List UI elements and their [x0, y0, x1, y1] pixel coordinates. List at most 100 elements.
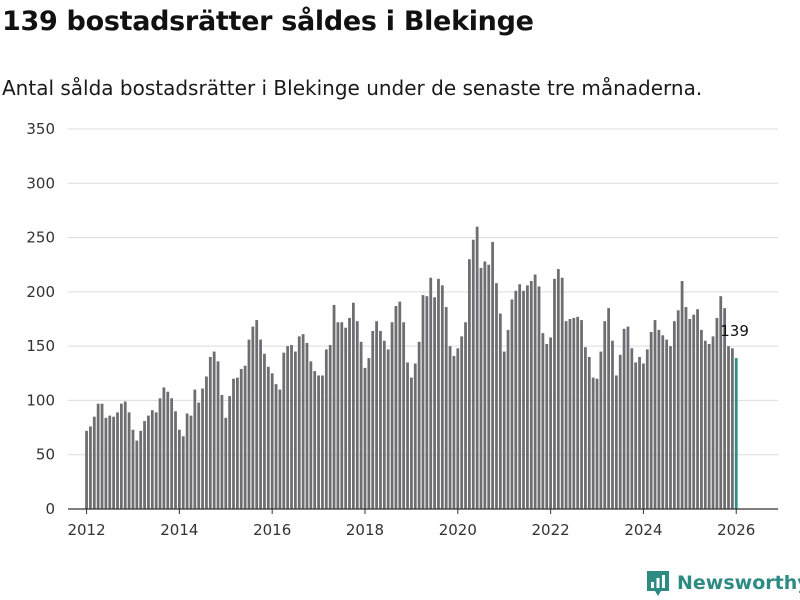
- bar: [243, 365, 247, 509]
- bar: [390, 322, 394, 509]
- bar: [193, 389, 197, 509]
- bar: [649, 332, 653, 509]
- chart-subtitle: Antal sålda bostadsrätter i Blekinge und…: [2, 76, 703, 100]
- bar: [348, 317, 351, 509]
- bar: [150, 410, 154, 509]
- bar: [158, 398, 162, 509]
- newsworthy-brand[interactable]: Newsworthy: [645, 568, 800, 598]
- y-tick-label: 300: [26, 174, 55, 192]
- x-tick-label: 2018: [346, 521, 384, 539]
- bar: [475, 226, 479, 509]
- bar: [104, 417, 108, 509]
- bar: [556, 269, 560, 509]
- bar: [696, 309, 699, 509]
- bar: [212, 351, 216, 509]
- bar-chart-logo-icon: [647, 571, 669, 596]
- bar: [89, 426, 92, 509]
- bar: [700, 329, 703, 509]
- axes: 0 50 100 150 200 250 300 350 139 2012 2014 2016 2018…: [26, 120, 778, 539]
- bar: [127, 412, 131, 509]
- bar: [247, 339, 251, 509]
- bar: [324, 349, 328, 509]
- y-tick-label: 350: [26, 120, 55, 138]
- bar: [375, 321, 378, 509]
- bar: [123, 401, 127, 509]
- bar: [143, 421, 146, 509]
- bar: [684, 307, 688, 509]
- bar: [727, 346, 730, 509]
- y-tick-label: 250: [26, 229, 55, 247]
- bar: [340, 322, 344, 509]
- bar: [468, 259, 471, 509]
- bar: [506, 329, 510, 509]
- bar: [703, 340, 707, 509]
- bar: [367, 358, 371, 509]
- bar: [371, 330, 375, 509]
- bar-series: [85, 226, 738, 510]
- y-tick-label: 100: [26, 391, 55, 409]
- bar: [166, 391, 170, 509]
- bar: [421, 295, 425, 509]
- bar: [139, 430, 143, 509]
- bar: [723, 308, 727, 509]
- bar: [730, 348, 734, 509]
- bar: [251, 326, 255, 509]
- bar: [92, 416, 96, 509]
- bar: [301, 334, 305, 509]
- bar: [293, 351, 297, 509]
- bar: [305, 342, 309, 509]
- bar: [154, 412, 158, 509]
- bar: [317, 375, 320, 509]
- bar: [232, 378, 235, 509]
- y-tick-label: 200: [26, 283, 55, 301]
- bar: [429, 277, 433, 509]
- bar: [170, 398, 174, 509]
- bar: [591, 377, 595, 509]
- bar: [553, 278, 556, 509]
- bar: [661, 335, 665, 509]
- bar: [228, 396, 232, 509]
- bar: [638, 357, 641, 509]
- bar: [201, 388, 204, 509]
- bar: [309, 361, 313, 509]
- bar: [719, 296, 723, 509]
- latest-value-label: 139: [720, 322, 749, 340]
- bar: [297, 336, 301, 509]
- bar: [255, 320, 259, 509]
- bar: [653, 320, 657, 509]
- y-tick-label: 50: [36, 446, 55, 464]
- bar: [483, 261, 487, 509]
- bar: [410, 377, 413, 509]
- bar: [545, 343, 549, 509]
- bar: [576, 316, 580, 509]
- bar: [479, 267, 483, 509]
- bar: [344, 327, 348, 509]
- bar: [564, 321, 568, 509]
- bar: [626, 326, 630, 509]
- bar: [587, 357, 591, 509]
- bar: [174, 411, 177, 509]
- bar: [688, 319, 692, 509]
- bar: [290, 345, 293, 509]
- bar: [359, 341, 363, 509]
- bar: [460, 336, 464, 509]
- bar: [595, 378, 599, 509]
- x-tick-label: 2026: [717, 521, 755, 539]
- bar: [487, 264, 491, 509]
- bar: [379, 330, 382, 509]
- bar: [580, 320, 583, 509]
- y-tick-label: 0: [45, 500, 55, 518]
- bar: [715, 317, 719, 509]
- bar: [108, 415, 112, 509]
- bar: [526, 285, 529, 509]
- bar: [495, 283, 498, 509]
- bar: [614, 375, 618, 509]
- x-tick-label: 2020: [439, 521, 477, 539]
- bar: [181, 436, 185, 509]
- bar: [266, 366, 270, 509]
- bar: [672, 321, 676, 509]
- bar: [413, 363, 417, 509]
- bar: [394, 305, 398, 509]
- bar: [657, 329, 661, 509]
- bar: [599, 351, 603, 509]
